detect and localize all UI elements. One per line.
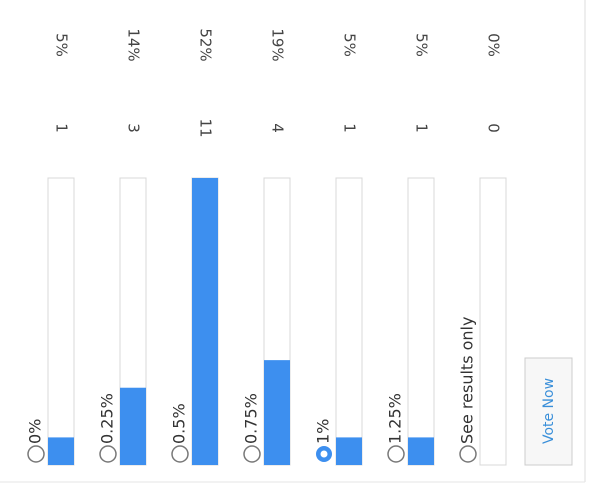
radio[interactable] bbox=[459, 445, 477, 463]
vote-count: 3 bbox=[125, 123, 143, 133]
option-label[interactable]: See results only bbox=[458, 317, 477, 444]
button-label[interactable]: Vote Now bbox=[541, 378, 557, 444]
radio[interactable] bbox=[171, 445, 189, 463]
vote-percent: 5% bbox=[53, 33, 71, 57]
radio[interactable] bbox=[27, 445, 45, 463]
bar-track bbox=[407, 177, 435, 466]
vote-percent: 52% bbox=[197, 28, 215, 61]
vote-count: 11 bbox=[197, 118, 215, 137]
radio[interactable] bbox=[99, 445, 117, 463]
radio[interactable] bbox=[243, 445, 261, 463]
option-label[interactable]: 0.25% bbox=[98, 393, 117, 444]
vote-count: 4 bbox=[269, 123, 287, 133]
bar bbox=[264, 360, 290, 465]
vote-percent: 5% bbox=[413, 33, 431, 57]
option-label[interactable]: 1% bbox=[314, 419, 333, 444]
vote-percent: 14% bbox=[125, 28, 143, 61]
bar bbox=[336, 437, 362, 465]
vote-count: 1 bbox=[413, 123, 431, 133]
vote-count: 1 bbox=[341, 123, 359, 133]
option-label[interactable]: 0.75% bbox=[242, 393, 261, 444]
bar bbox=[408, 437, 434, 465]
bar bbox=[192, 178, 218, 465]
vote-count: 0 bbox=[485, 123, 503, 133]
option-label[interactable]: 0% bbox=[26, 419, 45, 444]
vote-button[interactable]: Vote Now bbox=[524, 357, 573, 466]
bar-track bbox=[47, 177, 75, 466]
radio[interactable] bbox=[387, 445, 405, 463]
bar-track bbox=[479, 177, 507, 466]
option-label[interactable]: 1.25% bbox=[386, 393, 405, 444]
vote-percent: 19% bbox=[269, 28, 287, 61]
bar-track bbox=[335, 177, 363, 466]
bar bbox=[48, 437, 74, 465]
vote-percent: 5% bbox=[341, 33, 359, 57]
vote-count: 1 bbox=[53, 123, 71, 133]
radio-dot[interactable] bbox=[320, 450, 328, 458]
option-label[interactable]: 0.5% bbox=[170, 403, 189, 444]
bar bbox=[120, 387, 146, 465]
button-box[interactable] bbox=[524, 357, 573, 466]
vote-percent: 0% bbox=[485, 33, 503, 57]
